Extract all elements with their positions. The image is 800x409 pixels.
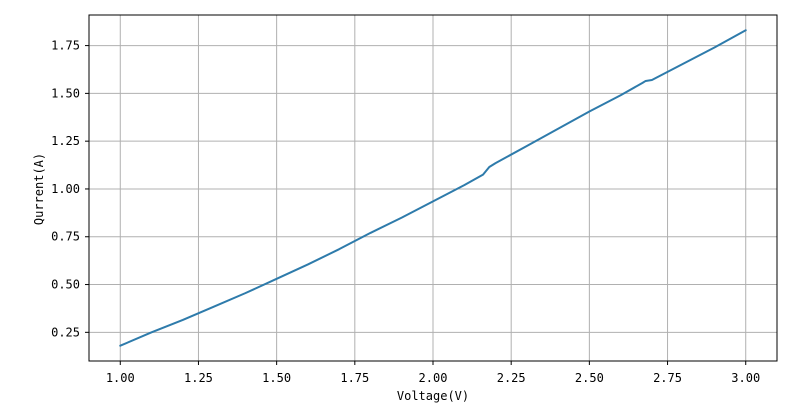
y-axis-label: Qurrent(A) [32,153,46,225]
x-tick-label: 2.25 [497,371,526,385]
x-tick-label: 1.00 [106,371,135,385]
y-tick-label: 1.50 [51,86,80,100]
series-layer [119,29,747,347]
y-tick-label: 0.75 [51,230,80,244]
x-tick-label: 1.75 [340,371,369,385]
y-tick-label: 1.00 [51,182,80,196]
x-tick-label: 3.00 [731,371,760,385]
x-tick-label: 1.50 [262,371,291,385]
x-axis-label: Voltage(V) [397,389,469,403]
x-tick-label: 2.00 [419,371,448,385]
y-axis: 0.25 0.50 0.75 1.00 1.25 1.50 1.75 [51,39,89,339]
x-axis: 1.00 1.25 1.50 1.75 2.00 2.25 2.50 2.75 3.00 [106,361,760,385]
x-tick-label: 1.25 [184,371,213,385]
y-tick-label: 1.75 [51,39,80,53]
x-tick-label: 2.75 [653,371,682,385]
series-line [119,29,747,347]
y-tick-label: 0.25 [51,325,80,339]
y-tick-label: 1.25 [51,134,80,148]
x-tick-label: 2.50 [575,371,604,385]
y-tick-label: 0.50 [51,278,80,292]
